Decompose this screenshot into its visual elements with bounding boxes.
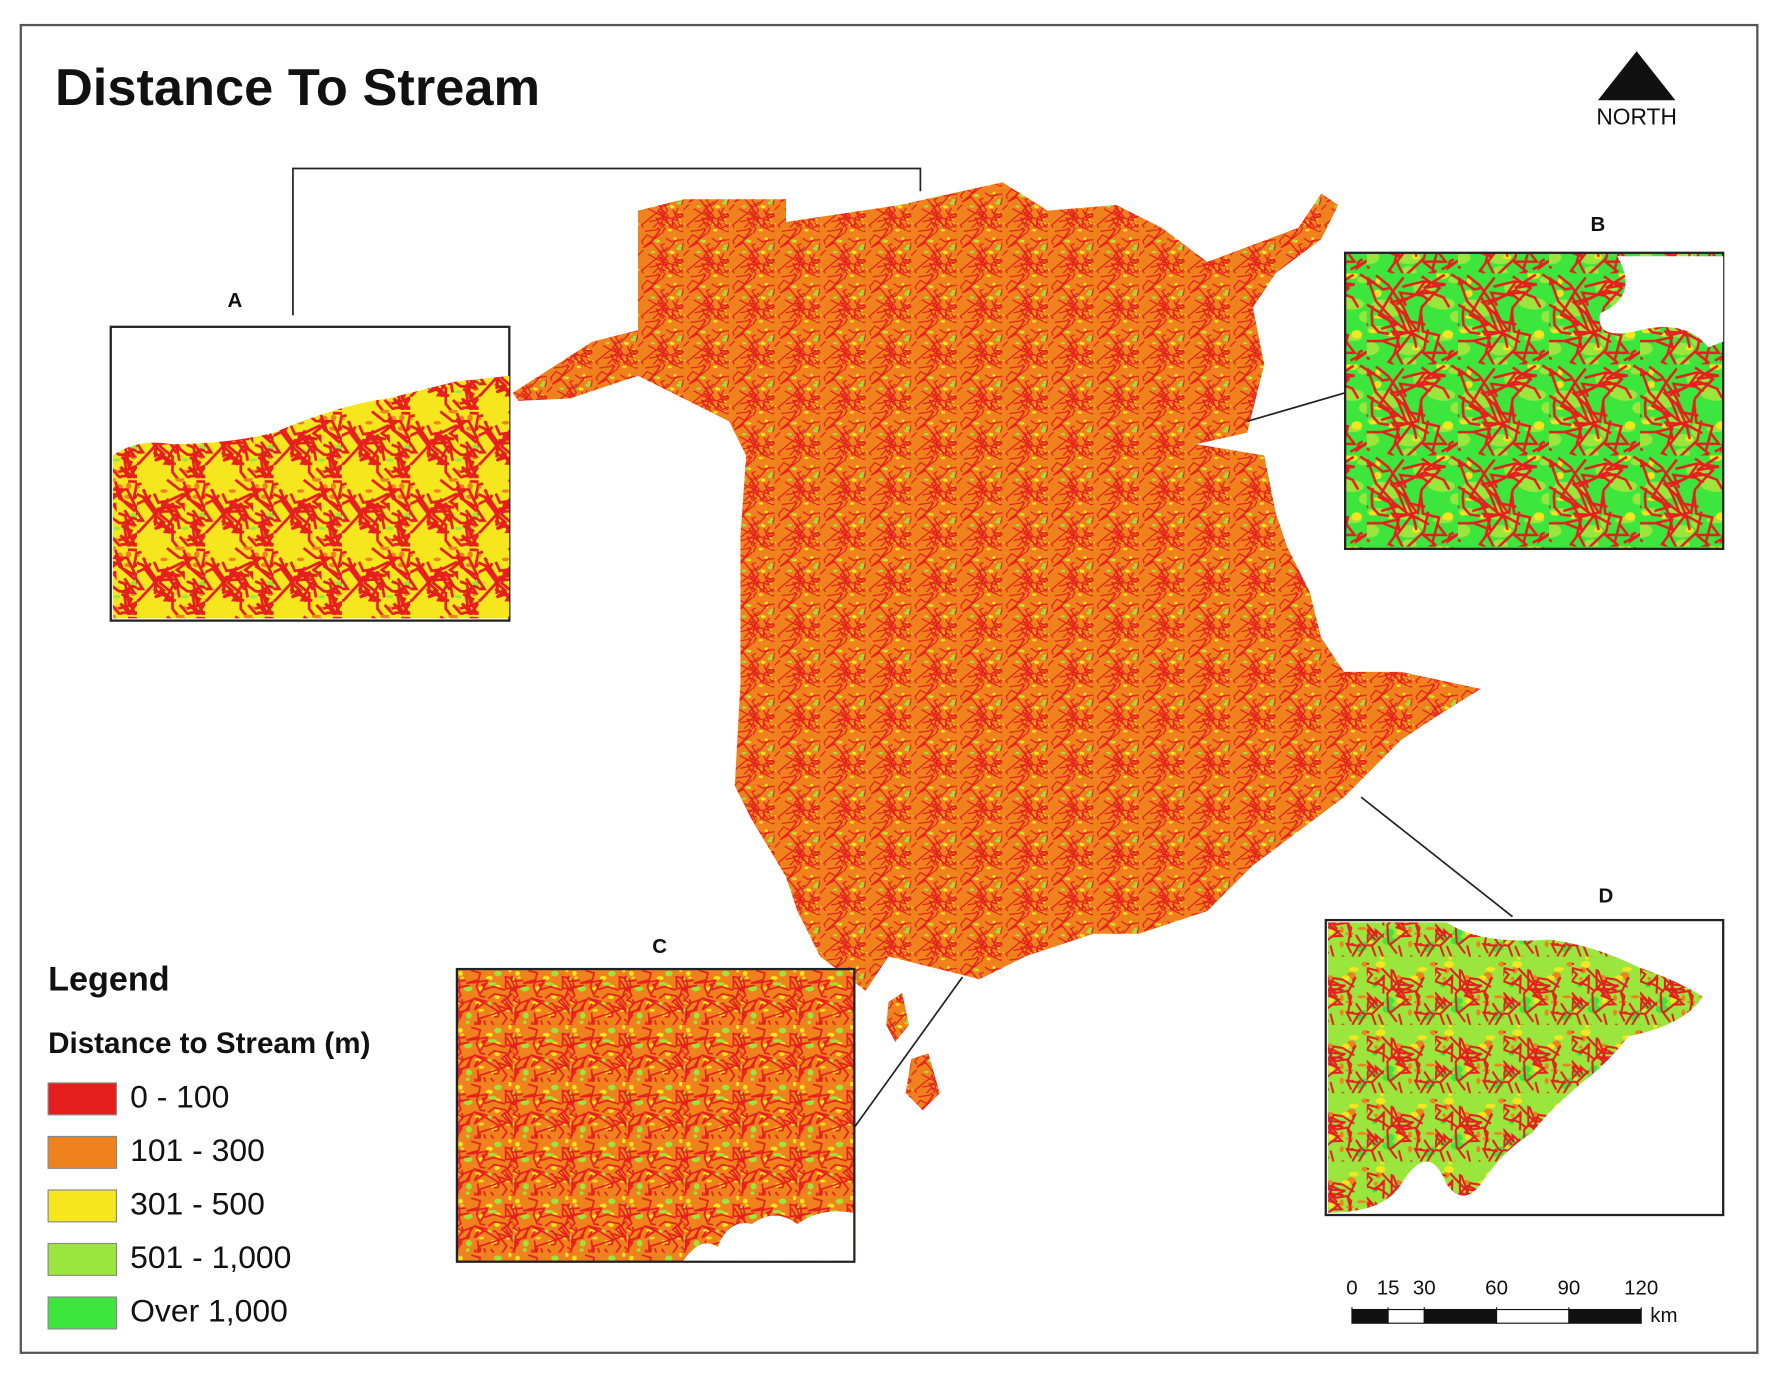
legend: 0 - 100 101 - 300 301 - 500 501 - 1,000 Over… <box>47 1078 291 1330</box>
inset-a-map <box>113 375 510 619</box>
scale-tick-label: 120 <box>1624 1276 1658 1299</box>
legend-title: Legend <box>48 961 169 999</box>
inset-d-map <box>1328 922 1703 1213</box>
legend-swatch <box>47 1242 118 1276</box>
legend-label: 301 - 500 <box>130 1185 265 1221</box>
connector-c <box>853 976 964 1128</box>
legend-swatch <box>47 1189 118 1223</box>
scale-segment <box>1351 1308 1389 1324</box>
landmass <box>512 182 1481 991</box>
map-title: Distance To Stream <box>55 59 540 117</box>
island <box>905 1053 940 1111</box>
inset-label: D <box>1599 885 1614 908</box>
scale-tick-label: 0 <box>1346 1276 1357 1299</box>
scale-segment <box>1387 1308 1425 1324</box>
inset-b-water <box>1599 256 1724 348</box>
legend-label: Over 1,000 <box>130 1292 288 1328</box>
scale-segment <box>1423 1308 1498 1324</box>
legend-label: 101 - 300 <box>130 1132 265 1168</box>
island <box>886 992 909 1042</box>
scale-tick-label: 30 <box>1413 1276 1436 1299</box>
north-arrow <box>1597 51 1676 101</box>
connector-a <box>292 167 922 316</box>
inset-label: C <box>652 935 667 958</box>
north-label: NORTH <box>1596 103 1677 129</box>
scale-unit: km <box>1650 1304 1677 1327</box>
scale-tick-label: 15 <box>1377 1276 1400 1299</box>
inset-connectors <box>292 167 1514 1128</box>
legend-subtitle: Distance to Stream (m) <box>48 1027 370 1060</box>
connector-d <box>1360 796 1514 918</box>
scale-segment <box>1568 1308 1642 1324</box>
scale-bar: 0 15 30 60 90 120 km <box>1346 1276 1677 1326</box>
scale-tick-label: 90 <box>1557 1276 1580 1299</box>
legend-swatch <box>47 1135 118 1169</box>
scale-segment <box>1496 1308 1570 1324</box>
inset-c-map <box>455 967 856 1263</box>
inset-label: B <box>1591 213 1606 236</box>
legend-swatch <box>47 1082 118 1116</box>
legend-label: 501 - 1,000 <box>130 1239 291 1275</box>
scale-tick-label: 60 <box>1485 1276 1508 1299</box>
connector-b <box>1246 392 1346 423</box>
inset-c-water <box>683 1211 854 1261</box>
legend-label: 0 - 100 <box>130 1078 229 1114</box>
legend-swatch <box>47 1296 118 1330</box>
inset-label: A <box>227 289 242 312</box>
